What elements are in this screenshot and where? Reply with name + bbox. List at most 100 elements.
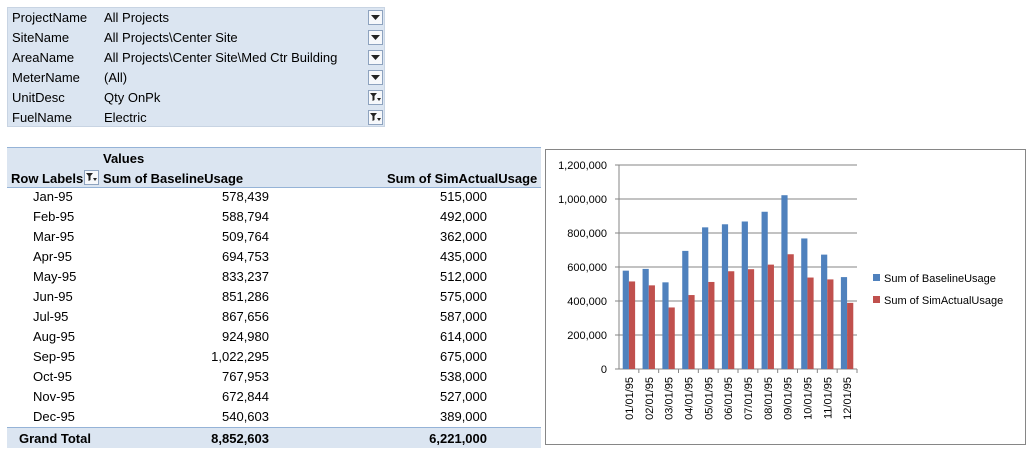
x-tick-label: 11/01/95 <box>822 377 834 419</box>
table-row[interactable]: Jul-95 867,656 587,000 <box>7 307 541 327</box>
filter-button[interactable] <box>368 90 383 105</box>
y-tick-label: 1,000,000 <box>558 194 607 206</box>
bar-sim <box>807 277 814 369</box>
cell-baseline: 509,764 <box>222 229 269 244</box>
cell-baseline: 867,656 <box>222 309 269 324</box>
bar-baseline <box>761 211 768 369</box>
dropdown-button[interactable] <box>368 10 383 25</box>
filter-label: ProjectName <box>12 10 88 25</box>
grand-total-label: Grand Total <box>19 431 91 446</box>
values-header: Values <box>103 151 145 166</box>
table-row[interactable]: Sep-95 1,022,295 675,000 <box>7 347 541 367</box>
table-row[interactable]: May-95 833,237 512,000 <box>7 267 541 287</box>
column-header-sim: Sum of SimActualUsage <box>387 171 538 186</box>
cell-baseline: 672,844 <box>222 389 269 404</box>
bar-baseline <box>801 238 808 369</box>
filter-row-unitdesc: UnitDesc Qty OnPk <box>8 88 384 108</box>
bar-baseline <box>682 250 689 369</box>
filter-row-projectname: ProjectName All Projects <box>8 8 384 28</box>
table-row[interactable]: Nov-95 672,844 527,000 <box>7 387 541 407</box>
cell-sim: 389,000 <box>440 409 487 424</box>
dropdown-button[interactable] <box>368 30 383 45</box>
cell-sim: 675,000 <box>440 349 487 364</box>
bar-sim <box>827 279 834 369</box>
filter-row-fuelname: FuelName Electric <box>8 108 384 128</box>
filter-funnel-icon <box>370 112 381 121</box>
cell-sim: 435,000 <box>440 249 487 264</box>
filter-value: All Projects\Center Site\Med Ctr Buildin… <box>104 50 338 65</box>
cell-sim: 362,000 <box>440 229 487 244</box>
table-row[interactable]: Feb-95 588,794 492,000 <box>7 207 541 227</box>
bar-sim <box>708 281 715 369</box>
row-label-month: Jun-95 <box>33 289 73 304</box>
table-row[interactable]: Mar-95 509,764 362,000 <box>7 227 541 247</box>
row-label-month: Aug-95 <box>33 329 75 344</box>
row-label-month: Sep-95 <box>33 349 75 364</box>
x-tick-label: 06/01/95 <box>723 377 735 420</box>
x-tick-label: 04/01/95 <box>683 377 695 420</box>
bar-sim <box>628 281 636 369</box>
bar-sim <box>648 285 655 369</box>
filter-funnel-icon <box>86 172 97 181</box>
chevron-down-icon <box>371 15 380 20</box>
row-label-month: Nov-95 <box>33 389 75 404</box>
table-row[interactable]: Oct-95 767,953 538,000 <box>7 367 541 387</box>
cell-baseline: 1,022,295 <box>211 349 269 364</box>
row-labels-header: Row Labels <box>11 171 84 186</box>
table-row[interactable]: Aug-95 924,980 614,000 <box>7 327 541 347</box>
bar-baseline <box>702 227 709 369</box>
bar-baseline <box>781 195 788 369</box>
filter-value: (All) <box>104 70 128 85</box>
bar-baseline <box>642 268 649 369</box>
header-divider <box>7 187 541 188</box>
bar-baseline <box>840 277 848 369</box>
bar-baseline <box>622 270 629 369</box>
bar-sim <box>787 254 794 369</box>
x-tick-label: 02/01/95 <box>644 377 656 420</box>
y-tick-label: 1,200,000 <box>558 160 607 172</box>
row-label-month: Jan-95 <box>33 189 73 204</box>
table-row[interactable]: Apr-95 694,753 435,000 <box>7 247 541 267</box>
y-tick-label: 800,000 <box>567 228 607 240</box>
bar-sim <box>728 271 735 369</box>
table-row[interactable]: Jan-95 578,439 515,000 <box>7 187 541 207</box>
row-label-month: Oct-95 <box>33 369 73 384</box>
bar-sim <box>847 302 854 369</box>
cell-baseline: 924,980 <box>222 329 269 344</box>
dropdown-button[interactable] <box>368 70 383 85</box>
filter-label: AreaName <box>12 50 75 65</box>
dropdown-button[interactable] <box>368 50 383 65</box>
cell-sim: 614,000 <box>440 329 487 344</box>
legend-entry: Sum of SimActualUsage <box>884 295 1003 307</box>
filter-label: FuelName <box>12 110 72 125</box>
row-label-month: Dec-95 <box>33 409 75 424</box>
cell-baseline: 578,439 <box>222 189 269 204</box>
bar-baseline <box>741 221 748 369</box>
x-tick-label: 05/01/95 <box>703 377 715 420</box>
filter-value: All Projects <box>104 10 170 25</box>
y-tick-label: 200,000 <box>567 330 607 342</box>
pivot-chart[interactable]: 0 200,000 400,000 600,000 800,000 1,000,000 1,… <box>545 149 1026 445</box>
grand-total-baseline: 8,852,603 <box>211 431 269 446</box>
x-tick-label: 10/01/95 <box>802 377 814 420</box>
bar-sim <box>688 295 695 369</box>
cell-baseline: 588,794 <box>222 209 269 224</box>
filter-button[interactable] <box>368 110 383 125</box>
y-tick-label: 400,000 <box>567 296 607 308</box>
cell-baseline: 833,237 <box>222 269 269 284</box>
legend-swatch <box>873 296 880 303</box>
row-labels-filter-button[interactable] <box>84 170 99 185</box>
chart-canvas: 0 200,000 400,000 600,000 800,000 1,000,000 1,… <box>558 160 1003 420</box>
filter-value: All Projects\Center Site <box>104 30 238 45</box>
y-tick-label: 600,000 <box>567 262 607 274</box>
table-row[interactable]: Dec-95 540,603 389,000 <box>7 407 541 427</box>
cell-sim: 538,000 <box>440 369 487 384</box>
cell-baseline: 540,603 <box>222 409 269 424</box>
x-tick-label: 09/01/95 <box>783 377 795 420</box>
pivot-header: Values Row Labels Sum of BaselineUsage S… <box>7 147 541 187</box>
filter-label: UnitDesc <box>12 90 65 105</box>
filter-row-metername: MeterName (All) <box>8 68 384 88</box>
x-tick-label: 07/01/95 <box>743 377 755 420</box>
table-row[interactable]: Jun-95 851,286 575,000 <box>7 287 541 307</box>
cell-baseline: 767,953 <box>222 369 269 384</box>
